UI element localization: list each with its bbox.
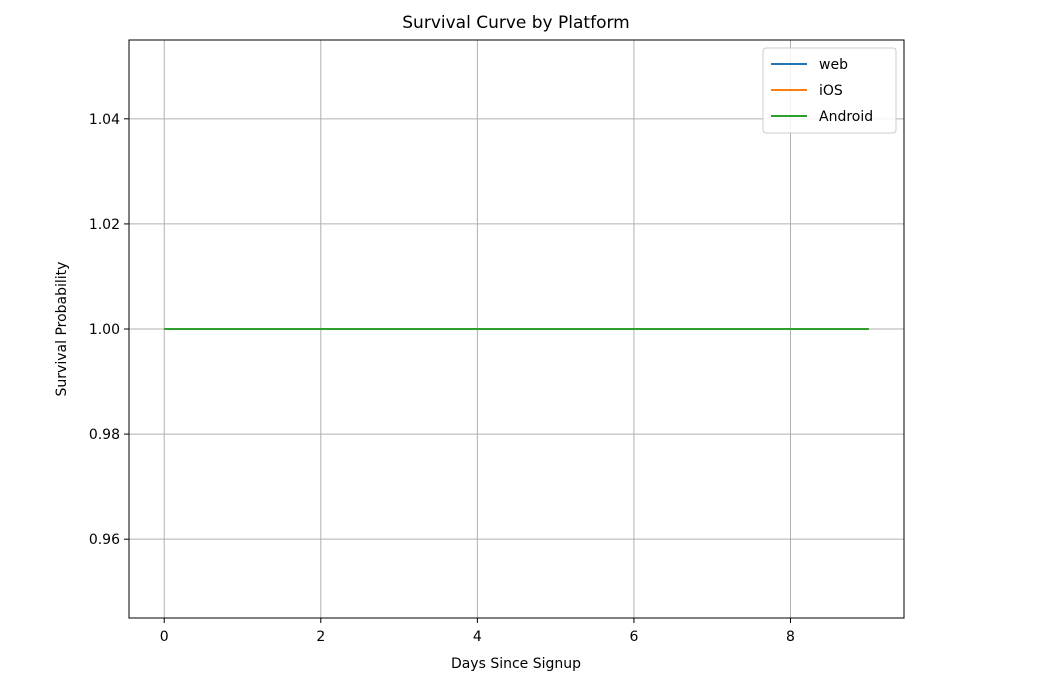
x-tick-label: 4: [473, 629, 482, 645]
legend-label-web: web: [819, 57, 848, 73]
y-axis-label: Survival Probability: [54, 262, 70, 397]
y-tick-label: 0.96: [89, 532, 120, 548]
y-tick-label: 1.04: [89, 112, 120, 128]
chart-title: Survival Curve by Platform: [402, 13, 629, 33]
x-tick-label: 6: [629, 629, 638, 645]
x-axis-ticks: 0 2 4 6 8: [160, 618, 795, 645]
legend-label-ios: iOS: [819, 83, 843, 99]
y-tick-label: 1.02: [89, 217, 120, 233]
x-tick-label: 8: [786, 629, 795, 645]
y-tick-label: 0.98: [89, 427, 120, 443]
legend-box: [762, 47, 897, 134]
y-axis-ticks: 0.96 0.98 1.00 1.02 1.04: [89, 112, 129, 548]
x-tick-label: 0: [160, 629, 169, 645]
x-axis-label: Days Since Signup: [451, 656, 581, 672]
legend: web iOS Android: [762, 47, 897, 134]
y-tick-label: 1.00: [89, 322, 120, 338]
legend-label-android: Android: [819, 109, 873, 125]
x-tick-label: 2: [316, 629, 325, 645]
